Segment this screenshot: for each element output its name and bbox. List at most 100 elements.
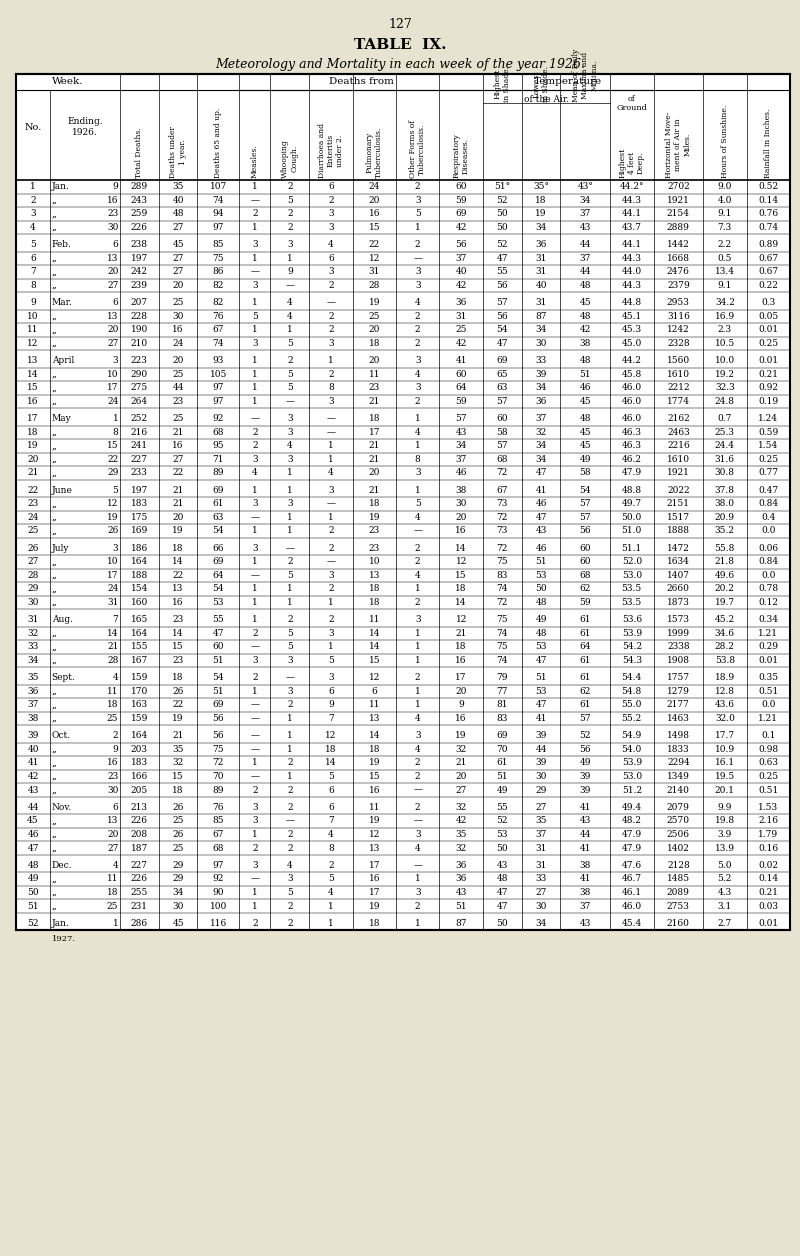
Text: 1888: 1888	[667, 526, 690, 535]
Text: 51.0: 51.0	[622, 526, 642, 535]
Text: 2476: 2476	[667, 268, 690, 276]
Text: „: „	[52, 325, 56, 334]
Text: 13.4: 13.4	[715, 268, 735, 276]
Text: 6: 6	[371, 687, 377, 696]
Text: 6: 6	[328, 803, 334, 811]
Text: 46.3: 46.3	[622, 441, 642, 451]
Text: 1: 1	[287, 713, 293, 723]
Text: „: „	[52, 888, 56, 897]
Text: 18: 18	[325, 745, 337, 754]
Text: 2.7: 2.7	[718, 919, 732, 928]
Text: 1: 1	[252, 369, 258, 379]
Text: 187: 187	[130, 844, 148, 853]
Text: —: —	[250, 874, 259, 883]
Text: 3: 3	[287, 656, 293, 664]
Text: —: —	[250, 414, 259, 423]
Text: 3.1: 3.1	[718, 902, 732, 911]
Text: 27: 27	[535, 803, 546, 811]
Text: 1: 1	[287, 512, 293, 522]
Text: 22: 22	[107, 455, 118, 463]
Text: 239: 239	[131, 281, 148, 290]
Text: „: „	[52, 254, 56, 263]
Text: 49.7: 49.7	[622, 500, 642, 509]
Text: 3: 3	[328, 629, 334, 638]
Text: 74: 74	[213, 339, 224, 348]
Text: „: „	[52, 844, 56, 853]
Text: 37: 37	[455, 455, 467, 463]
Text: 3: 3	[415, 268, 421, 276]
Text: 72: 72	[497, 468, 508, 477]
Text: 40: 40	[455, 268, 467, 276]
Text: 2: 2	[328, 196, 334, 205]
Text: 14: 14	[172, 629, 184, 638]
Text: 3: 3	[415, 357, 421, 365]
Text: 28: 28	[369, 281, 380, 290]
Text: 60: 60	[579, 544, 591, 553]
Text: 36: 36	[455, 874, 467, 883]
Text: 47: 47	[497, 888, 508, 897]
Text: 1: 1	[328, 643, 334, 652]
Text: „: „	[52, 222, 56, 232]
Text: 2: 2	[415, 759, 421, 767]
Text: 50: 50	[27, 888, 39, 897]
Text: 2: 2	[328, 311, 334, 320]
Text: 207: 207	[130, 298, 148, 308]
Text: 1: 1	[252, 526, 258, 535]
Text: 1: 1	[252, 383, 258, 392]
Text: 29: 29	[173, 874, 184, 883]
Text: 227: 227	[131, 860, 148, 870]
Text: 85: 85	[213, 240, 224, 249]
Text: 4: 4	[415, 745, 421, 754]
Text: 4: 4	[30, 222, 36, 232]
Text: 46.0: 46.0	[622, 902, 642, 911]
Text: 46.0: 46.0	[622, 414, 642, 423]
Text: „: „	[52, 196, 56, 205]
Text: 72: 72	[497, 512, 508, 522]
Text: 54.2: 54.2	[622, 643, 642, 652]
Text: 3: 3	[415, 615, 421, 624]
Text: 1.54: 1.54	[758, 441, 778, 451]
Text: 74: 74	[213, 196, 224, 205]
Text: 40: 40	[172, 196, 184, 205]
Text: 3116: 3116	[667, 311, 690, 320]
Text: 165: 165	[130, 615, 148, 624]
Text: 75: 75	[497, 643, 508, 652]
Text: 3: 3	[415, 830, 421, 839]
Text: 8: 8	[328, 383, 334, 392]
Text: 32.0: 32.0	[715, 713, 734, 723]
Text: 190: 190	[130, 325, 148, 334]
Text: 51: 51	[213, 656, 224, 664]
Text: —: —	[250, 196, 259, 205]
Text: 54: 54	[579, 486, 591, 495]
Text: 1: 1	[252, 902, 258, 911]
Text: 45.1: 45.1	[622, 311, 642, 320]
Text: 30: 30	[535, 339, 546, 348]
Text: Nov.: Nov.	[52, 803, 72, 811]
Text: 1: 1	[252, 182, 258, 191]
Text: 20.9: 20.9	[715, 512, 735, 522]
Text: 55: 55	[496, 268, 508, 276]
Text: 64: 64	[213, 571, 224, 580]
Text: 164: 164	[130, 731, 148, 740]
Text: 36: 36	[455, 298, 467, 308]
Text: 2: 2	[252, 844, 258, 853]
Text: 4: 4	[252, 468, 258, 477]
Text: 6: 6	[328, 182, 334, 191]
Text: —: —	[326, 500, 335, 509]
Text: 32: 32	[455, 803, 466, 811]
Text: 5: 5	[287, 629, 293, 638]
Text: 76: 76	[213, 311, 224, 320]
Text: 9: 9	[113, 745, 118, 754]
Text: 1: 1	[252, 222, 258, 232]
Text: 1242: 1242	[667, 325, 690, 334]
Text: 9: 9	[287, 268, 293, 276]
Text: 203: 203	[131, 745, 148, 754]
Text: 24: 24	[107, 397, 118, 406]
Text: 20: 20	[369, 325, 380, 334]
Text: 44.3: 44.3	[622, 196, 642, 205]
Text: 1999: 1999	[667, 629, 690, 638]
Text: Dec.: Dec.	[52, 860, 72, 870]
Text: 3: 3	[287, 240, 293, 249]
Text: 21: 21	[369, 455, 380, 463]
Text: 35°: 35°	[533, 182, 549, 191]
